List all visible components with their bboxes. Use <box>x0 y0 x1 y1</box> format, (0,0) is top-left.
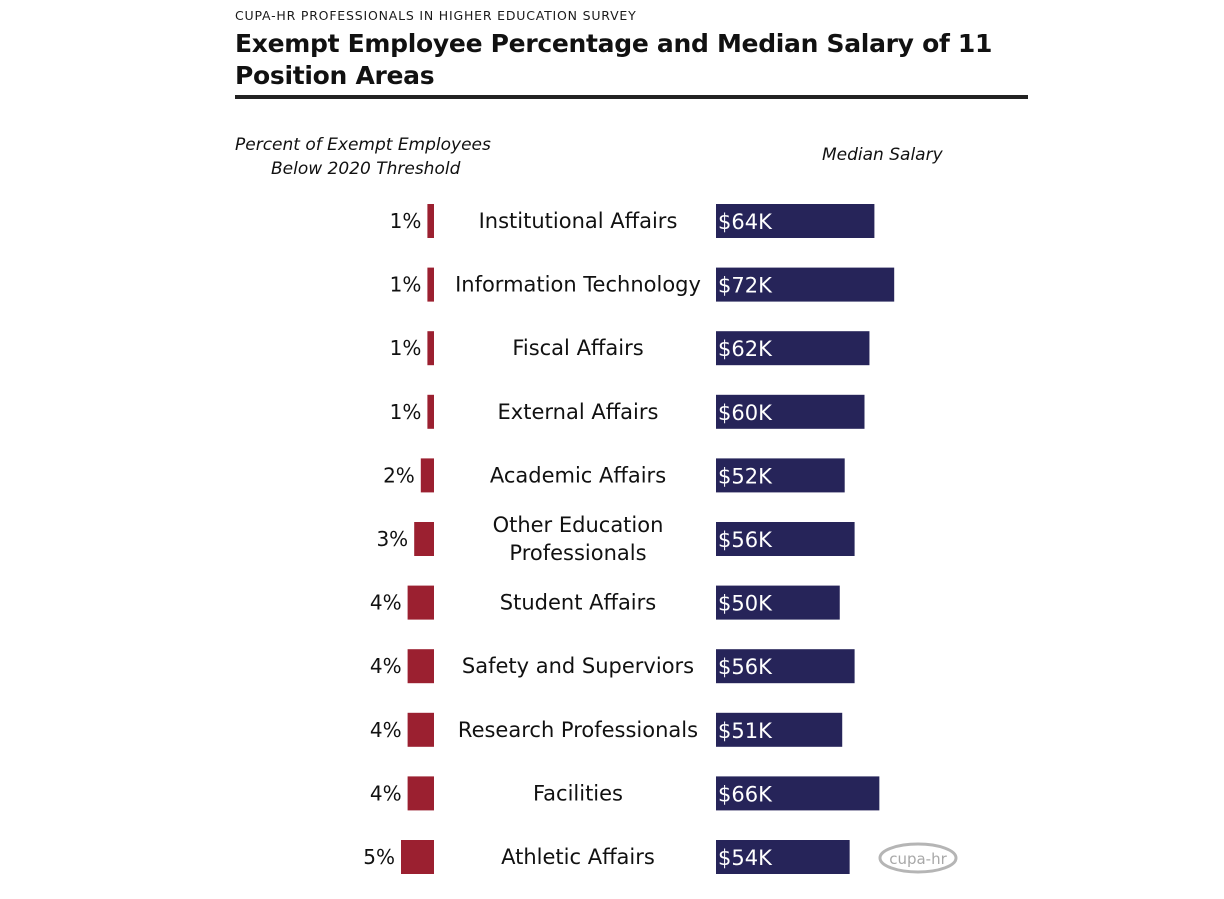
percent-bar <box>407 712 434 747</box>
percent-header-line-2: Below 2020 Threshold <box>271 159 461 179</box>
chart-row: 4% Student Affairs $50K <box>370 585 840 620</box>
cupa-hr-logo: cupa-hr <box>878 842 958 874</box>
chart-title: Exempt Employee Percentage and Median Sa… <box>235 29 993 90</box>
category-label: External Affairs <box>498 400 659 424</box>
category-label: Academic Affairs <box>490 463 666 487</box>
salary-label: $50K <box>718 592 773 616</box>
percent-bar <box>427 394 434 429</box>
category-label: Fiscal Affairs <box>512 336 643 360</box>
percent-label: 2% <box>383 463 415 487</box>
title-divider <box>235 95 1028 99</box>
category-label: Information Technology <box>455 273 701 297</box>
chart-row: 5% Athletic Affairs $54K <box>363 840 850 874</box>
salary-bar <box>716 585 840 620</box>
percent-label: 4% <box>370 781 402 805</box>
percent-label: 4% <box>370 718 402 742</box>
percent-bar <box>401 840 434 874</box>
salary-label: $62K <box>718 337 773 361</box>
percent-bar <box>427 331 434 366</box>
percent-bar <box>427 204 434 238</box>
percent-bar <box>407 649 434 684</box>
percent-bar <box>414 522 434 556</box>
category-label: Professionals <box>509 541 646 565</box>
salary-bar <box>716 776 880 811</box>
salary-label: $51K <box>718 719 773 743</box>
salary-bar <box>716 649 855 684</box>
chart-row: 4% Safety and Superviors $56K <box>370 649 855 684</box>
category-label: Institutional Affairs <box>479 209 678 233</box>
category-label: Other Education <box>493 513 664 537</box>
salary-label: $54K <box>718 846 773 870</box>
percent-label: 3% <box>376 527 408 551</box>
salary-bar <box>716 712 843 747</box>
salary-label: $66K <box>718 782 773 806</box>
salary-label: $56K <box>718 655 773 679</box>
percent-bar <box>420 458 434 493</box>
survey-kicker: CUPA-HR PROFESSIONALS IN HIGHER EDUCATIO… <box>235 8 637 23</box>
category-label: Facilities <box>533 781 623 805</box>
chart-row: 4% Research Professionals $51K <box>370 712 843 747</box>
salary-label: $64K <box>718 210 773 234</box>
percent-label: 4% <box>370 591 402 615</box>
salary-bar <box>716 522 855 556</box>
percent-label: 1% <box>390 400 422 424</box>
salary-label: $60K <box>718 401 773 425</box>
chart-row: 3% Other Education Professionals $56K <box>376 513 855 565</box>
salary-column-header: Median Salary <box>822 145 943 165</box>
salary-label: $56K <box>718 528 773 552</box>
salary-bar <box>716 331 870 366</box>
category-label: Student Affairs <box>500 591 656 615</box>
chart-row: 1% Information Technology $72K <box>390 267 895 302</box>
percent-bar <box>427 267 434 302</box>
logo-wordmark: cupa-hr <box>889 850 947 868</box>
chart-row: 4% Facilities $66K <box>370 776 880 811</box>
percent-bar <box>407 585 434 620</box>
percent-column-header: Percent of Exempt Employees Below 2020 T… <box>235 133 515 181</box>
percent-header-line-1: Percent of Exempt Employees <box>235 135 491 155</box>
salary-bar <box>716 204 875 238</box>
percent-label: 5% <box>363 845 395 869</box>
percent-bar <box>407 776 434 811</box>
category-label: Athletic Affairs <box>501 845 655 869</box>
chart-row: 1% Institutional Affairs $64K <box>390 204 875 238</box>
percent-label: 4% <box>370 654 402 678</box>
salary-label: $52K <box>718 464 773 488</box>
category-label: Research Professionals <box>458 718 698 742</box>
category-label: Safety and Superviors <box>462 654 694 678</box>
chart-row: 1% Fiscal Affairs $62K <box>390 331 870 366</box>
salary-bar <box>716 840 850 874</box>
salary-label: $72K <box>718 274 773 298</box>
percent-label: 1% <box>390 273 422 297</box>
chart-row: 2% Academic Affairs $52K <box>383 458 845 493</box>
salary-bar <box>716 267 895 302</box>
salary-bar <box>716 394 865 429</box>
percent-label: 1% <box>390 209 422 233</box>
percent-label: 1% <box>390 336 422 360</box>
salary-bar <box>716 458 845 493</box>
chart-row: 1% External Affairs $60K <box>390 394 865 429</box>
